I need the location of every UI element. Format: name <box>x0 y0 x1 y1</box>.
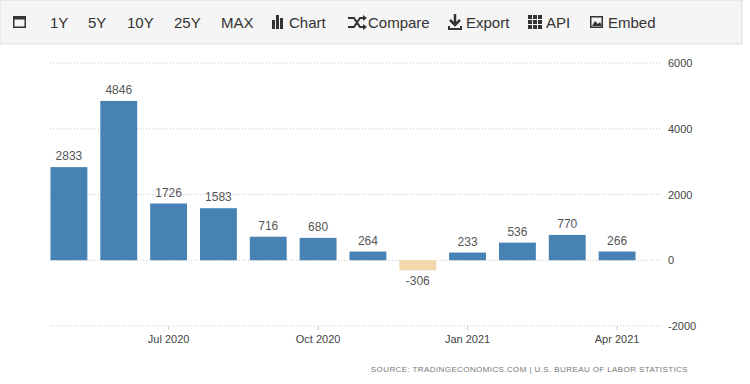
calendar-face <box>15 20 25 27</box>
icon-part <box>592 18 602 27</box>
icon-part <box>528 15 532 19</box>
toolbar-button[interactable]: 10Y <box>127 14 154 31</box>
toolbar-button[interactable]: 25Y <box>174 14 201 31</box>
x-tick-label: Apr 2021 <box>595 333 640 345</box>
icon-part <box>538 25 542 29</box>
data-label: 1726 <box>155 186 182 200</box>
data-label: 1583 <box>205 190 232 204</box>
x-tick-label: Oct 2020 <box>296 333 341 345</box>
source: SOURCE: TRADINGECONOMICS.COM | U.S. BURE… <box>371 365 688 374</box>
x-tick <box>467 326 468 330</box>
compare-icon <box>348 15 367 30</box>
bar <box>599 252 636 261</box>
chart: 1Y 5Y 10Y 25Y MAX Chart Compare Export API Embed -… <box>0 0 750 384</box>
icon-part <box>528 20 532 24</box>
calendar-icon <box>13 16 26 28</box>
toolbar: 1Y 5Y 10Y 25Y MAX Chart Compare Export API Embed <box>0 0 742 44</box>
bar <box>300 238 337 260</box>
bar <box>399 260 436 270</box>
data-label: 716 <box>258 219 278 233</box>
bars <box>50 101 635 270</box>
y-tick-label: 4000 <box>668 123 692 135</box>
y-tick-label: 0 <box>668 254 674 266</box>
icon-part <box>363 15 367 30</box>
icon-part <box>538 20 542 24</box>
x-tick-label: Jul 2020 <box>148 333 190 345</box>
y-tick-label: -2000 <box>668 320 696 332</box>
bar <box>449 253 486 261</box>
chart-icon <box>272 15 283 29</box>
icon-part <box>590 16 603 28</box>
icon-part <box>450 14 460 25</box>
data-label: 536 <box>507 225 527 239</box>
icon-part <box>449 26 461 29</box>
bar <box>549 235 586 260</box>
y-tick-label: 2000 <box>668 189 692 201</box>
toolbar-button[interactable]: MAX <box>221 14 254 31</box>
toolbar-button[interactable]: API <box>546 14 570 31</box>
bar <box>150 204 187 261</box>
icon-part <box>276 15 279 29</box>
toolbar-button[interactable]: Export <box>466 14 510 31</box>
toolbar-button[interactable]: 1Y <box>50 14 68 31</box>
data-label: -306 <box>406 274 430 288</box>
grid-line <box>50 128 660 129</box>
data-label: 4846 <box>105 83 132 97</box>
grid <box>50 63 660 326</box>
api-icon <box>528 15 542 29</box>
bar <box>250 237 287 261</box>
bar <box>200 208 237 260</box>
y-tick-label: 6000 <box>668 57 692 69</box>
toolbar-bg <box>0 0 742 44</box>
x-tick <box>617 326 618 330</box>
export-icon <box>449 14 461 29</box>
toolbar-button[interactable]: Compare <box>368 14 430 31</box>
bar <box>100 101 137 260</box>
x-tick <box>318 326 319 330</box>
grid-line <box>50 326 660 327</box>
icon-part <box>348 18 364 27</box>
data-label: 680 <box>308 220 328 234</box>
root: 1Y 5Y 10Y 25Y MAX Chart Compare Export API Embed -… <box>0 0 750 384</box>
data-label: 233 <box>458 235 478 249</box>
bar <box>499 243 536 261</box>
data-label: 2833 <box>56 149 83 163</box>
embed-icon <box>590 16 603 28</box>
toolbar-button[interactable]: 5Y <box>88 14 106 31</box>
data-label: 770 <box>557 217 577 231</box>
toolbar-button[interactable]: Chart <box>289 14 327 31</box>
bar <box>50 167 87 260</box>
icon-part <box>533 20 537 24</box>
icon-part <box>592 21 602 26</box>
grid-line <box>50 63 660 64</box>
calendar-body <box>13 16 26 28</box>
x-tick <box>168 326 169 330</box>
bar <box>349 252 386 261</box>
data-label: 264 <box>358 234 378 248</box>
icon-part <box>533 25 537 29</box>
icon-part <box>272 20 275 29</box>
grid-line <box>50 194 660 195</box>
icon-part <box>538 15 542 19</box>
data-label: 266 <box>607 234 627 248</box>
x-tick-label: Jan 2021 <box>445 333 490 345</box>
icon-part <box>533 15 537 19</box>
icon-part <box>280 18 283 29</box>
toolbar-button[interactable]: Embed <box>608 14 656 31</box>
icon-part <box>528 25 532 29</box>
